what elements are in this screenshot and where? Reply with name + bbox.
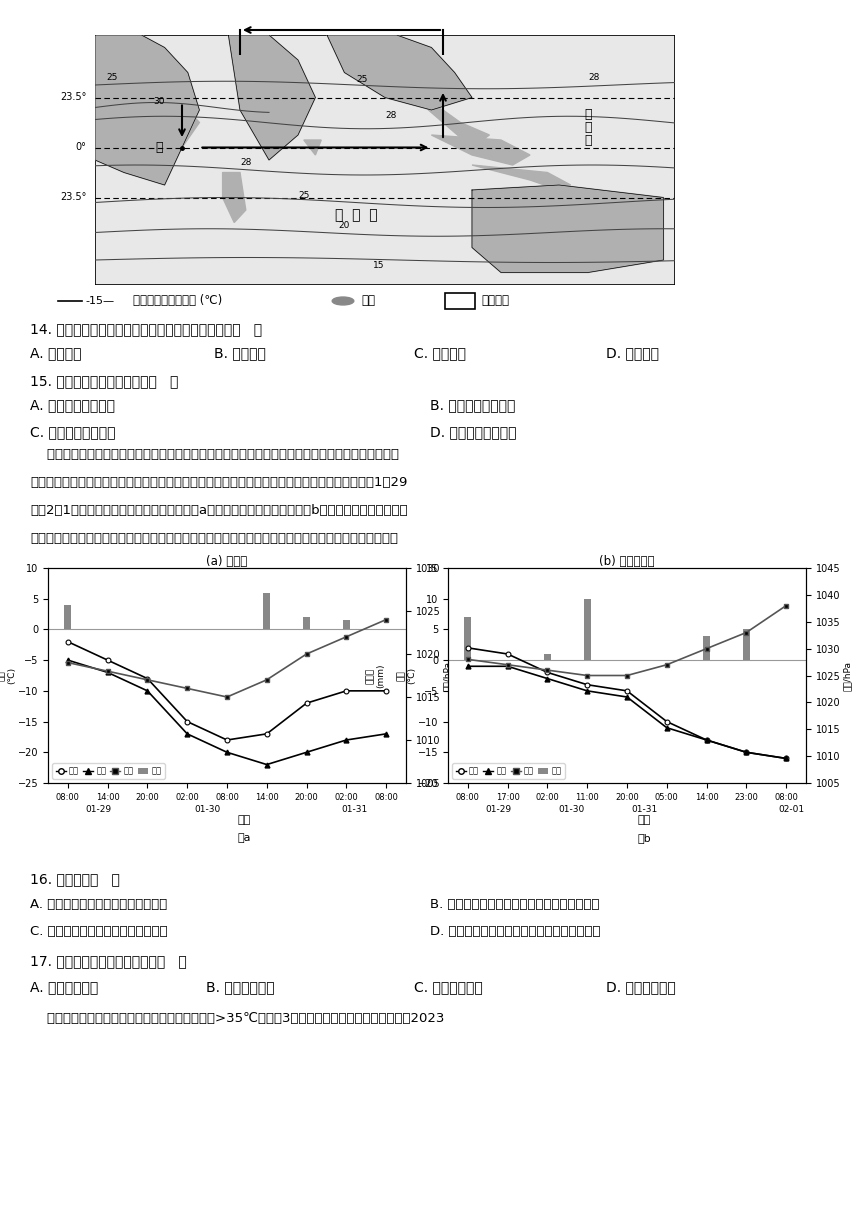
Text: 14. 图中甲处表层水温较同纬度海域偏低主要是因为（   ）: 14. 图中甲处表层水温较同纬度海域偏低主要是因为（ ） [30,322,262,336]
Polygon shape [95,35,200,185]
Text: 25: 25 [356,75,367,84]
Legend: 气温, 露点, 气压, 降水: 气温, 露点, 气压, 降水 [52,764,164,778]
Text: B. 甲处沿岸渔业减产: B. 甲处沿岸渔业减产 [430,399,515,412]
Text: 16. 两次降雪（   ）: 16. 两次降雪（ ） [30,872,120,886]
Text: 海洋表层水温等温线 (℃): 海洋表层水温等温线 (℃) [133,294,222,308]
Text: 时间: 时间 [638,815,651,826]
Text: 25: 25 [107,73,118,81]
Title: (b) 霍尔果斯站: (b) 霍尔果斯站 [599,554,654,568]
Text: D. 东北风势力强: D. 东北风势力强 [606,980,676,993]
Text: 01-31: 01-31 [631,805,658,814]
Text: 20: 20 [339,220,350,230]
Bar [303,618,310,630]
Polygon shape [229,35,316,161]
Text: 23.5°: 23.5° [60,92,86,102]
Text: 洋: 洋 [584,134,592,146]
Text: 图a: 图a [237,833,251,844]
Text: B. 蒸发吸热: B. 蒸发吸热 [214,347,266,360]
Text: C. 澳洲森林火灾减少: C. 澳洲森林火灾减少 [30,426,115,439]
Text: 17. 两站形成暴雪的共同原因是（   ）: 17. 两站形成暴雪的共同原因是（ ） [30,955,187,968]
Text: 15. 印度洋偶极子正相位期间（   ）: 15. 印度洋偶极子正相位期间（ ） [30,375,178,388]
Bar [263,592,270,630]
Text: 25: 25 [298,191,310,199]
Polygon shape [223,173,246,223]
Text: D. 图示纬向环流加强: D. 图示纬向环流加强 [430,426,517,439]
Text: 西部的伊犁河谷都是向西开口的「喇叭口」地形，两地均是新疆冬季主要的暴雪区。下图示意某年1月29: 西部的伊犁河谷都是向西开口的「喇叭口」地形，两地均是新疆冬季主要的暴雪区。下图示… [30,475,408,489]
Y-axis label: 气压/hPa: 气压/hPa [443,660,452,691]
Text: 海域: 海域 [361,294,375,308]
Text: 01-29: 01-29 [485,805,511,814]
Polygon shape [432,135,530,165]
Text: A. 塔城站与霍尔果斯站均为暖区暴雪: A. 塔城站与霍尔果斯站均为暖区暴雪 [30,899,167,911]
Text: -15—: -15— [85,295,114,306]
Text: 纬向环流: 纬向环流 [481,294,509,308]
Text: 23.5°: 23.5° [60,192,86,203]
Text: A. 非洲东部降水减少: A. 非洲东部降水减少 [30,399,115,412]
Text: 28: 28 [385,111,396,119]
Text: 图b: 图b [637,833,651,844]
Text: A. 受冷气团影响: A. 受冷气团影响 [30,980,98,993]
Y-axis label: 降水量
(mm)

气温
(℃): 降水量 (mm) 气温 (℃) [366,663,416,688]
Text: A. 淡水汇入: A. 淡水汇入 [30,347,82,360]
Bar [445,293,475,309]
Text: 01-31: 01-31 [341,805,367,814]
Text: 0°: 0° [76,142,86,152]
Text: 时间: 时间 [238,815,251,826]
Text: 太: 太 [584,108,592,122]
Bar [464,618,471,660]
Polygon shape [472,165,570,190]
Y-axis label: 降水量
(mm)

气温
(℃): 降水量 (mm) 气温 (℃) [0,663,16,688]
Legend: 气温, 露点, 气压, 降水: 气温, 露点, 气压, 降水 [452,764,565,778]
Text: 01-29: 01-29 [85,805,111,814]
Title: (a) 塔城站: (a) 塔城站 [206,554,248,568]
Text: B. 塔城站为冷锋暴雪，霍尔果斯站为暖区暴雪: B. 塔城站为冷锋暴雪，霍尔果斯站为暖区暴雪 [430,899,599,911]
Text: 28: 28 [588,73,599,81]
Text: 印  度  洋: 印 度 洋 [335,208,378,223]
Text: 在空气中水汽含量不变，保持气压一定的情况下，使空气冷却达到饱和时的温度）。据此完成下面小题。: 在空气中水汽含量不变，保持气压一定的情况下，使空气冷却达到饱和时的温度）。据此完… [30,533,398,545]
Text: 15: 15 [373,260,385,270]
Polygon shape [414,97,489,147]
Text: C. 塔城站与霍尔果斯站均为冷锋暴雪: C. 塔城站与霍尔果斯站均为冷锋暴雪 [30,925,168,938]
Bar [743,630,750,660]
Polygon shape [472,185,663,272]
Bar [64,604,71,630]
Text: 02-01: 02-01 [778,805,804,814]
Text: 30: 30 [153,97,164,106]
Polygon shape [304,140,321,154]
Text: D. 洋流影响: D. 洋流影响 [606,347,659,360]
Text: 由于受不同天气系统的影响，北疆暴雪可分为冷锋暴雪和暖区暴雪。位于北疆北部的塔额盆地和北疆: 由于受不同天气系统的影响，北疆暴雪可分为冷锋暴雪和暖区暴雪。位于北疆北部的塔额盆… [30,447,399,461]
Bar [544,654,551,660]
Text: 平: 平 [584,122,592,134]
Circle shape [332,297,353,305]
Text: 日至2月1日两次暴雪期间塔额盆地塔城站（图a）和伊犁河谷霍尔果斯站（图b）天气要素变化（露点是: 日至2月1日两次暴雪期间塔额盆地塔城站（图a）和伊犁河谷霍尔果斯站（图b）天气要… [30,505,408,517]
Bar [703,636,710,660]
Bar [343,620,350,630]
Text: C. 纬度较高: C. 纬度较高 [414,347,466,360]
Text: 01-30: 01-30 [194,805,221,814]
Text: D. 塔城站为暖区暴雪，霍尔果斯站为冷锋暴雪: D. 塔城站为暖区暴雪，霍尔果斯站为冷锋暴雪 [430,925,600,938]
Bar [584,598,591,660]
Polygon shape [327,35,472,109]
Text: 甲: 甲 [155,141,163,154]
Text: C. 地形抬升强烈: C. 地形抬升强烈 [414,980,482,993]
Text: B. 受暖气团影响: B. 受暖气团影响 [206,980,274,993]
Text: 28: 28 [240,158,251,167]
Text: 热浪是指天气持续地保持过度炎热，日最高气温>35℃且持续3天以上的酷热天气。下图为上海市2023: 热浪是指天气持续地保持过度炎热，日最高气温>35℃且持续3天以上的酷热天气。下图… [30,1013,445,1025]
Polygon shape [141,109,200,147]
Y-axis label: 气压/hPa: 气压/hPa [844,660,852,691]
Text: 01-30: 01-30 [558,805,585,814]
